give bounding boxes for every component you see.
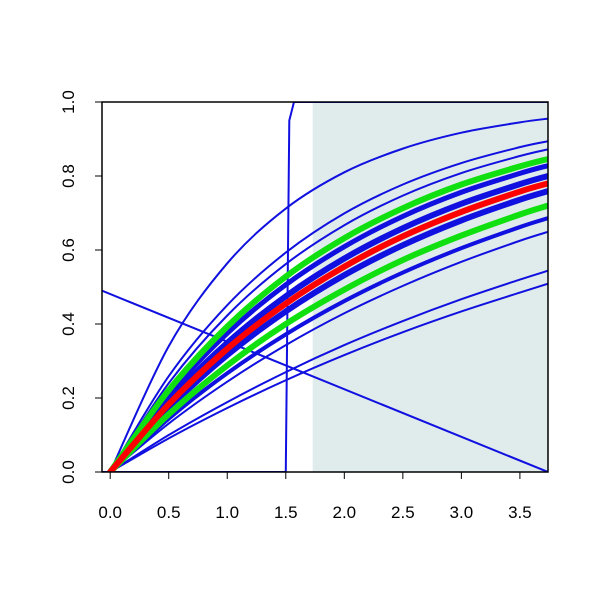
curve <box>109 269 548 472</box>
y-tick-label: 0.6 <box>59 238 78 262</box>
y-tick-label: 0.8 <box>59 164 78 188</box>
curve <box>109 148 548 472</box>
plot-frame <box>101 101 549 473</box>
curve <box>107 155 548 472</box>
plot-area <box>102 102 548 472</box>
axes: 0.0 0.5 1.0 1.5 2.0 2.5 3.0 3.5 0.0 0.2 0.4 0.6 0.8 1… <box>59 90 549 522</box>
x-tick-label: 3.5 <box>508 503 532 522</box>
x-tick-label: 1.5 <box>274 503 298 522</box>
x-tick-label: 3.0 <box>450 503 474 522</box>
x-tick-label: 2.5 <box>391 503 415 522</box>
curve <box>107 202 548 472</box>
curve <box>102 289 548 472</box>
curve <box>107 180 548 472</box>
x-tick-label: 1.0 <box>215 503 239 522</box>
curve <box>107 163 548 472</box>
curve <box>102 102 548 472</box>
curve <box>109 117 548 472</box>
y-tick-label: 0.2 <box>59 386 78 410</box>
y-tick-label: 0.0 <box>59 460 78 484</box>
y-tick-label: 0.4 <box>59 312 78 336</box>
x-tick-label: 2.0 <box>332 503 356 522</box>
x-tick-label: 0.5 <box>157 503 181 522</box>
y-tick-label: 1.0 <box>59 90 78 114</box>
curve <box>109 230 548 472</box>
curve <box>108 216 548 472</box>
curve <box>109 282 548 472</box>
x-tick-label: 0.0 <box>98 503 122 522</box>
curve <box>109 140 548 472</box>
